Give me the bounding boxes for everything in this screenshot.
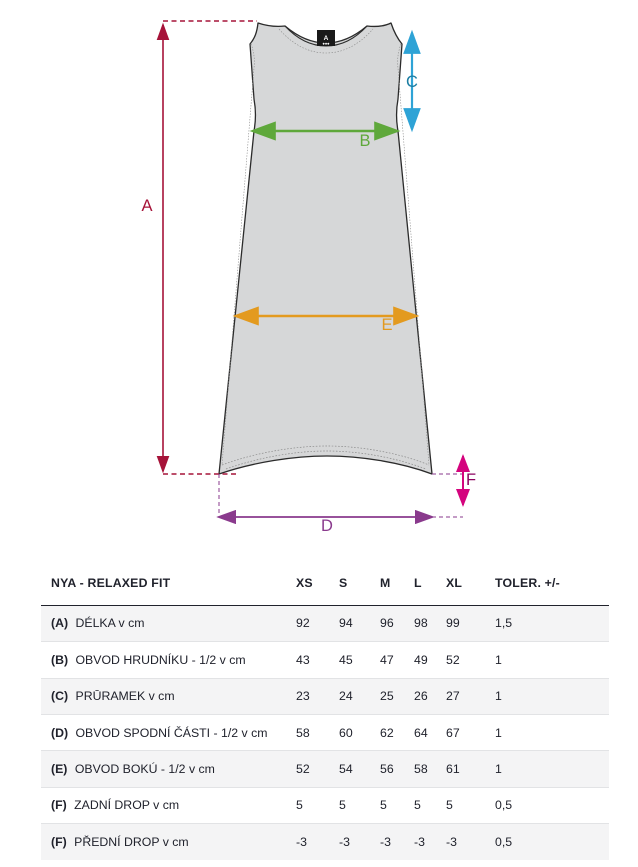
svg-text:C: C xyxy=(406,73,418,91)
svg-text:A: A xyxy=(141,197,152,215)
svg-text:D: D xyxy=(321,517,333,535)
svg-text:◆◆◆: ◆◆◆ xyxy=(323,42,331,46)
svg-text:E: E xyxy=(381,316,392,334)
svg-text:B: B xyxy=(359,132,370,150)
svg-text:F: F xyxy=(466,471,476,489)
